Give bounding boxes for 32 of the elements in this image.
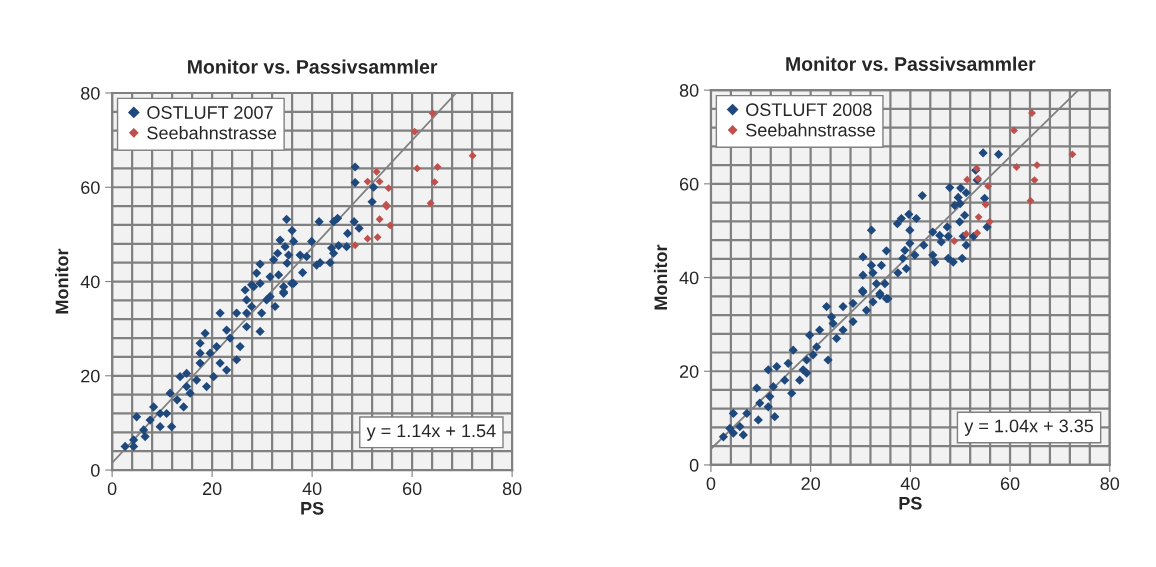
chart-title: Monitor vs. Passivsammler [188,59,438,74]
y-tick-label: 0 [689,458,699,472]
y-tick-label: 80 [679,84,699,97]
legend-label: OSTLUFT 2008 [746,103,872,117]
y-tick-label: 80 [81,86,100,100]
legend-label: Seebahnstrasse [147,126,277,140]
x-tick-label: 80 [502,482,522,496]
x-tick-label: 0 [706,477,716,491]
x-tick-label: 60 [1000,477,1020,491]
y-tick-label: 60 [81,181,100,194]
x-tick-label: 40 [900,477,920,491]
x-axis-title: PS [899,496,922,510]
chart-title: Monitor vs. Passivsammler [786,56,1036,71]
y-axis-title: Monitor [55,248,69,314]
x-axis-title: PS [301,501,324,515]
x-tick-label: 60 [402,482,422,496]
annotation: y = 1.04x + 3.35 [964,419,1094,436]
y-tick-label: 20 [81,369,100,383]
y-axis-title: Monitor [653,244,668,310]
y-tick-label: 60 [679,177,699,191]
x-tick-label: 40 [302,482,322,496]
x-tick-label: 0 [107,482,117,496]
legend-label: Seebahnstrasse [746,123,875,137]
x-tick-label: 80 [1100,477,1120,491]
y-tick-label: 0 [90,463,100,477]
x-tick-label: 20 [202,482,222,496]
annotation: y = 1.14x + 1.54 [366,424,496,441]
y-tick-label: 20 [679,365,699,378]
legend-label: OSTLUFT 2007 [147,106,273,119]
y-tick-label: 40 [679,271,699,285]
x-tick-label: 20 [801,477,820,491]
y-tick-label: 40 [80,275,100,289]
